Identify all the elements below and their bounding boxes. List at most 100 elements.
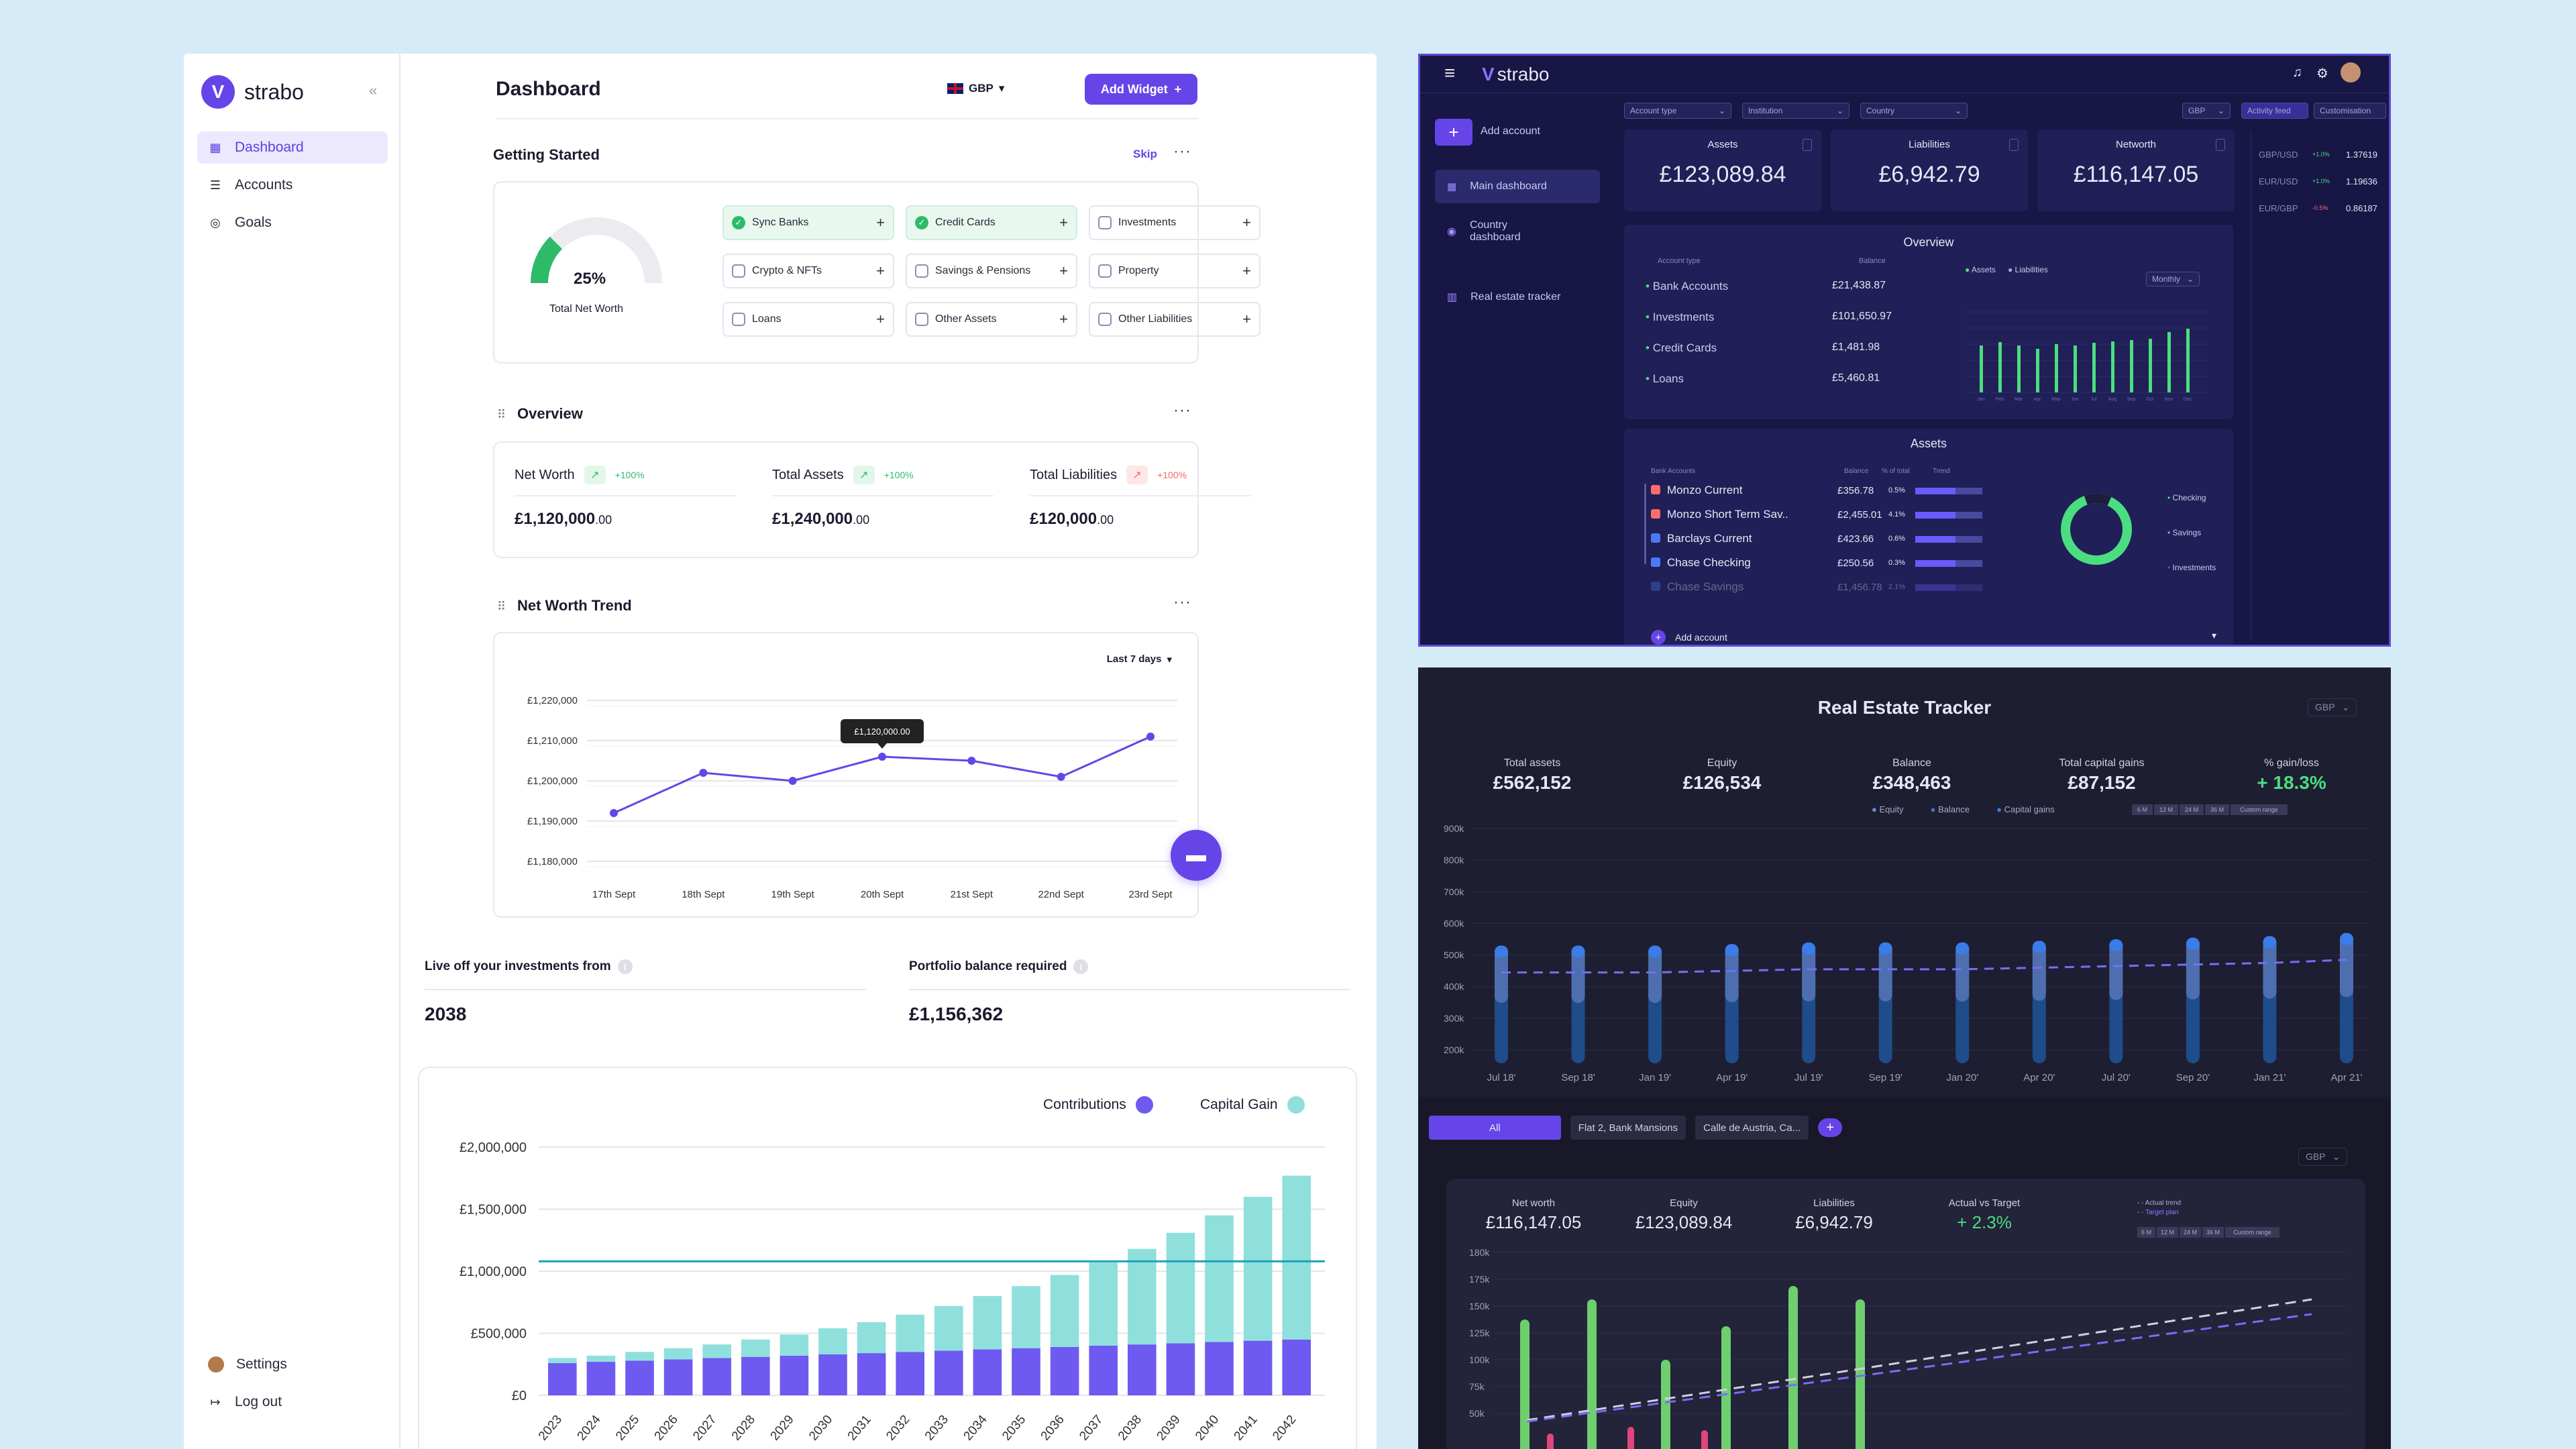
bar-capital-gain[interactable]: [1166, 1232, 1195, 1344]
range-select[interactable]: Last 7 days ▾: [1107, 653, 1172, 665]
range-option[interactable]: 36 M: [2205, 804, 2230, 815]
drag-handle-icon[interactable]: ⠿: [497, 408, 506, 421]
overview-bar[interactable]: [2111, 341, 2114, 392]
nav-country-dashboard[interactable]: ◉ Country dashboard: [1447, 219, 1544, 243]
scrollbar[interactable]: [1644, 484, 1646, 564]
customisation-button[interactable]: Customisation: [2314, 103, 2386, 119]
setup-chip-savings-pensions[interactable]: Savings & Pensions +: [906, 254, 1077, 288]
bar-contributions[interactable]: [1166, 1343, 1195, 1395]
setup-chip-sync-banks[interactable]: ✓ Sync Banks +: [722, 205, 894, 240]
stat-menu-icon[interactable]: [2009, 139, 2019, 151]
overview-bar[interactable]: [2092, 343, 2096, 392]
overview-bar[interactable]: [2130, 340, 2133, 392]
add-account-label[interactable]: Add account: [1481, 125, 1540, 137]
overview-bar[interactable]: [2186, 329, 2190, 392]
plus-icon[interactable]: +: [1059, 262, 1068, 279]
plus-icon[interactable]: +: [876, 311, 885, 327]
property-liability-bar[interactable]: [1627, 1427, 1634, 1449]
filter-country[interactable]: Country ⌄: [1860, 103, 1968, 119]
range-option[interactable]: 6 M: [2137, 1227, 2156, 1238]
bar-capital-gain[interactable]: [1128, 1248, 1157, 1345]
setup-chip-loans[interactable]: Loans +: [722, 302, 894, 337]
bar-contributions[interactable]: [1243, 1340, 1273, 1395]
bar-contributions[interactable]: [780, 1355, 809, 1395]
overview-bar[interactable]: [2149, 339, 2152, 392]
sidebar-item-logout[interactable]: ↦ Log out: [197, 1386, 388, 1418]
info-icon[interactable]: i: [1073, 959, 1089, 974]
property-bar[interactable]: [1520, 1320, 1529, 1449]
trend-point[interactable]: [967, 757, 976, 765]
range-option[interactable]: 6 M: [2132, 804, 2153, 815]
add-widget-button[interactable]: Add Widget +: [1085, 74, 1197, 105]
bar-contributions[interactable]: [1128, 1344, 1157, 1395]
bar-capital-gain[interactable]: [896, 1314, 925, 1352]
bar-capital-gain[interactable]: [625, 1352, 654, 1361]
overview-bar[interactable]: [2036, 349, 2039, 392]
overview-bar[interactable]: [2167, 332, 2171, 392]
currency-select[interactable]: GBP ▾: [947, 82, 1004, 95]
plus-icon[interactable]: +: [876, 214, 885, 231]
range-option[interactable]: 24 M: [2180, 1227, 2202, 1238]
bar-capital-gain[interactable]: [973, 1296, 1002, 1350]
bar-contributions[interactable]: [702, 1358, 732, 1396]
more-options-icon[interactable]: ···: [1173, 593, 1191, 611]
plus-icon[interactable]: +: [1059, 311, 1068, 327]
property-bar[interactable]: [1721, 1326, 1731, 1449]
trend-point[interactable]: [1057, 773, 1065, 781]
property-tab[interactable]: Calle de Austria, Ca...: [1695, 1116, 1809, 1140]
brand-logo[interactable]: V strabo: [201, 75, 304, 109]
plus-icon[interactable]: +: [1242, 311, 1251, 327]
bar-contributions[interactable]: [973, 1349, 1002, 1395]
bar-contributions[interactable]: [625, 1360, 654, 1395]
bar-capital-gain[interactable]: [934, 1305, 963, 1351]
chat-button[interactable]: ▬: [1171, 830, 1222, 881]
bar-capital-gain[interactable]: [1205, 1215, 1234, 1342]
setup-chip-investments[interactable]: Investments +: [1089, 205, 1260, 240]
stat-menu-icon[interactable]: [1803, 139, 1812, 151]
sidebar-item-goals[interactable]: ◎ Goals: [197, 207, 388, 239]
bar-capital-gain[interactable]: [1012, 1286, 1040, 1348]
asset-name[interactable]: Monzo Short Term Sav..: [1667, 508, 1788, 521]
plus-icon[interactable]: +: [876, 262, 885, 279]
setup-chip-credit-cards[interactable]: ✓ Credit Cards +: [906, 205, 1077, 240]
overview-row[interactable]: • Investments: [1646, 311, 1714, 324]
asset-name[interactable]: Monzo Current: [1667, 484, 1743, 496]
stat-menu-icon[interactable]: [2216, 139, 2225, 151]
range-option[interactable]: 36 M: [2202, 1227, 2224, 1238]
add-account-row[interactable]: + Add account: [1651, 630, 1727, 645]
filter-account-type[interactable]: Account type ⌄: [1624, 103, 1731, 119]
property-liability-bar[interactable]: [1547, 1434, 1554, 1449]
hamburger-icon[interactable]: ≡: [1444, 62, 1456, 83]
bar-contributions[interactable]: [1205, 1342, 1234, 1395]
asset-name[interactable]: Barclays Current: [1667, 532, 1752, 545]
bar-capital-gain[interactable]: [702, 1344, 732, 1358]
activity-feed-button[interactable]: Activity feed: [2241, 103, 2308, 119]
avatar[interactable]: [2341, 62, 2361, 83]
bar-capital-gain[interactable]: [741, 1339, 770, 1357]
info-icon[interactable]: i: [617, 959, 633, 974]
bar-contributions[interactable]: [818, 1354, 847, 1395]
trend-point[interactable]: [878, 753, 886, 761]
trend-point[interactable]: [788, 777, 797, 785]
bell-icon[interactable]: ♫: [2292, 65, 2302, 80]
overview-bar[interactable]: [2017, 345, 2021, 392]
overview-bar[interactable]: [2074, 345, 2077, 392]
overview-row[interactable]: • Bank Accounts: [1646, 280, 1728, 293]
collapse-sidebar-icon[interactable]: «: [369, 82, 378, 99]
bar-capital-gain[interactable]: [857, 1322, 886, 1354]
property-bar[interactable]: [1856, 1299, 1865, 1449]
add-property-button[interactable]: +: [1818, 1118, 1843, 1137]
bar-capital-gain[interactable]: [1050, 1275, 1079, 1347]
property-tab[interactable]: All: [1429, 1116, 1561, 1140]
bar-capital-gain[interactable]: [548, 1358, 577, 1363]
period-select[interactable]: Monthly ⌄: [2146, 272, 2200, 286]
plus-icon[interactable]: +: [1059, 214, 1068, 231]
drag-handle-icon[interactable]: ⠿: [497, 600, 506, 613]
more-options-icon[interactable]: ···: [1173, 142, 1191, 160]
nav-main-dashboard[interactable]: ▦ Main dashboard: [1435, 170, 1600, 203]
gear-icon[interactable]: ⚙: [2316, 66, 2328, 81]
setup-chip-crypto-nfts[interactable]: Crypto & NFTs +: [722, 254, 894, 288]
sidebar-item-dashboard[interactable]: ▦ Dashboard: [197, 131, 388, 164]
add-account-button[interactable]: +: [1435, 119, 1472, 146]
bar-contributions[interactable]: [548, 1362, 577, 1395]
